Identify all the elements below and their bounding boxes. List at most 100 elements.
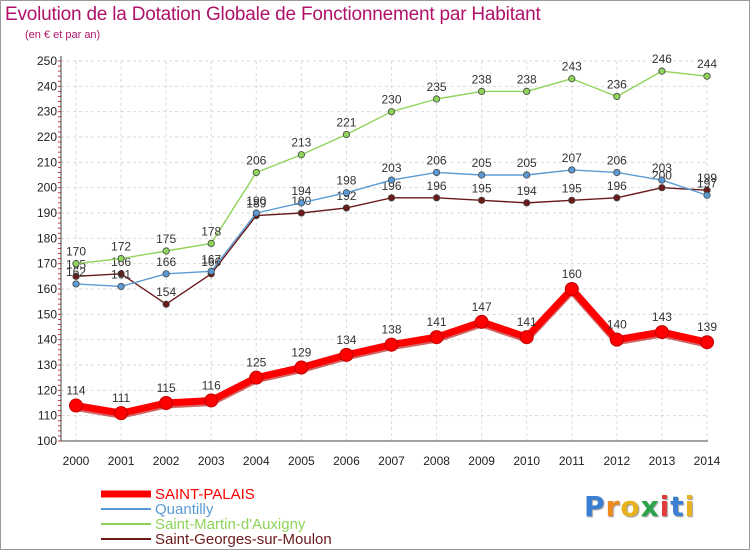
x-tick-label: 2007 — [378, 454, 405, 468]
data-label-saint-palais: 129 — [291, 346, 311, 360]
data-point-quantilly — [568, 166, 576, 174]
data-point-saint-martin-d-auxigny — [72, 260, 80, 268]
chart-subtitle: (en € et par an) — [25, 29, 101, 41]
data-point-quantilly — [162, 270, 170, 278]
y-tick-label: 200 — [37, 181, 57, 195]
legend-label-quantilly: Quantilly — [155, 501, 214, 518]
data-label-saint-martin-d-auxigny: 236 — [607, 77, 627, 91]
data-label-saint-martin-d-auxigny: 235 — [427, 80, 447, 94]
data-label-quantilly: 190 — [246, 194, 266, 208]
data-label-quantilly: 205 — [517, 156, 537, 170]
data-label-saint-martin-d-auxigny: 238 — [472, 72, 492, 86]
data-point-saint-martin-d-auxigny — [117, 255, 125, 263]
data-label-saint-martin-d-auxigny: 213 — [291, 136, 311, 150]
chart-title: Evolution de la Dotation Globale de Fonc… — [5, 4, 541, 25]
data-label-saint-martin-d-auxigny: 170 — [66, 245, 86, 259]
data-point-saint-palais — [294, 360, 309, 375]
data-label-saint-martin-d-auxigny: 172 — [111, 240, 131, 254]
x-tick-label: 2001 — [108, 454, 135, 468]
data-label-saint-palais: 141 — [517, 315, 537, 329]
x-tick-label: 2010 — [513, 454, 540, 468]
data-label-quantilly: 198 — [336, 174, 356, 188]
data-point-saint-palais — [339, 347, 354, 362]
data-label-saint-georges-sur-moulon: 195 — [472, 181, 492, 195]
data-label-saint-palais: 160 — [562, 267, 582, 281]
y-tick-label: 110 — [38, 409, 57, 423]
data-point-saint-palais — [429, 330, 444, 345]
proxiti-logo: Proxiti — [584, 490, 695, 523]
logo-letter: r — [605, 490, 621, 523]
data-label-quantilly: 194 — [291, 184, 311, 198]
data-point-quantilly — [387, 176, 396, 184]
data-point-saint-martin-d-auxigny — [658, 67, 666, 75]
data-label-saint-georges-sur-moulon: 196 — [427, 179, 447, 193]
data-point-saint-georges-sur-moulon — [478, 196, 486, 204]
data-label-saint-palais: 115 — [157, 381, 176, 395]
data-point-saint-palais — [159, 396, 174, 410]
x-tick-label: 2011 — [559, 454, 585, 468]
y-tick-label: 230 — [37, 105, 57, 119]
y-tick-label: 130 — [37, 358, 57, 372]
data-point-quantilly — [207, 267, 215, 275]
x-tick-label: 2000 — [63, 454, 90, 468]
y-tick-label: 150 — [37, 307, 57, 321]
data-label-saint-martin-d-auxigny: 221 — [336, 115, 356, 129]
data-label-saint-georges-sur-moulon: 196 — [381, 179, 401, 193]
data-point-saint-georges-sur-moulon — [432, 194, 441, 202]
data-point-quantilly — [432, 168, 441, 177]
y-tick-label: 240 — [37, 79, 57, 93]
data-point-saint-palais — [609, 332, 624, 347]
data-point-saint-georges-sur-moulon — [613, 194, 621, 202]
data-label-quantilly: 197 — [697, 176, 717, 190]
data-point-saint-palais — [384, 337, 399, 352]
data-label-saint-martin-d-auxigny: 238 — [517, 72, 537, 86]
data-point-quantilly — [342, 189, 351, 197]
data-point-quantilly — [523, 171, 531, 179]
data-point-saint-georges-sur-moulon — [162, 300, 170, 308]
data-point-quantilly — [613, 168, 621, 177]
x-tick-label: 2003 — [198, 454, 225, 468]
data-label-saint-palais: 143 — [652, 310, 672, 324]
data-point-saint-martin-d-auxigny — [162, 247, 170, 255]
data-label-saint-palais: 141 — [427, 315, 447, 329]
data-point-saint-georges-sur-moulon — [117, 270, 125, 278]
data-label-saint-palais: 134 — [336, 333, 356, 347]
data-point-saint-martin-d-auxigny — [342, 130, 351, 139]
data-label-quantilly: 161 — [111, 267, 131, 281]
y-tick-label: 180 — [37, 231, 57, 245]
data-point-quantilly — [252, 209, 260, 217]
data-label-saint-georges-sur-moulon: 194 — [517, 184, 537, 198]
data-point-saint-georges-sur-moulon — [523, 199, 531, 207]
data-label-saint-georges-sur-moulon: 199 — [697, 171, 717, 185]
legend-label-saint-martin-d-auxigny: Saint-Martin-d'Auxigny — [155, 516, 306, 533]
x-tick-label: 2008 — [423, 454, 450, 468]
data-point-saint-palais — [204, 393, 219, 408]
data-label-quantilly: 166 — [156, 255, 176, 269]
data-label-saint-palais: 116 — [202, 378, 221, 392]
data-label-saint-palais: 139 — [697, 320, 717, 334]
data-point-quantilly — [117, 282, 125, 291]
logo-letter: x — [640, 490, 660, 523]
data-point-saint-palais — [69, 398, 83, 413]
data-point-saint-georges-sur-moulon — [658, 184, 666, 192]
data-label-quantilly: 167 — [201, 252, 221, 266]
y-tick-label: 220 — [37, 130, 57, 144]
data-point-saint-palais — [564, 282, 579, 296]
legend-label-saint-georges-sur-moulon: Saint-Georges-sur-Moulon — [155, 531, 332, 548]
y-tick-label: 120 — [37, 383, 57, 397]
data-label-saint-martin-d-auxigny: 243 — [562, 60, 582, 74]
data-label-saint-palais: 114 — [66, 384, 85, 398]
data-label-quantilly: 206 — [427, 153, 447, 167]
data-point-quantilly — [703, 191, 711, 199]
data-label-saint-martin-d-auxigny: 206 — [246, 153, 266, 167]
y-tick-label: 160 — [37, 282, 57, 296]
y-tick-label: 100 — [37, 434, 57, 448]
legend-label-saint-palais: SAINT-PALAIS — [155, 486, 255, 503]
data-label-saint-georges-sur-moulon: 154 — [156, 285, 176, 299]
data-label-quantilly: 162 — [66, 265, 86, 279]
data-point-quantilly — [658, 176, 666, 184]
y-tick-label: 170 — [37, 257, 57, 271]
data-point-saint-martin-d-auxigny — [207, 239, 215, 247]
